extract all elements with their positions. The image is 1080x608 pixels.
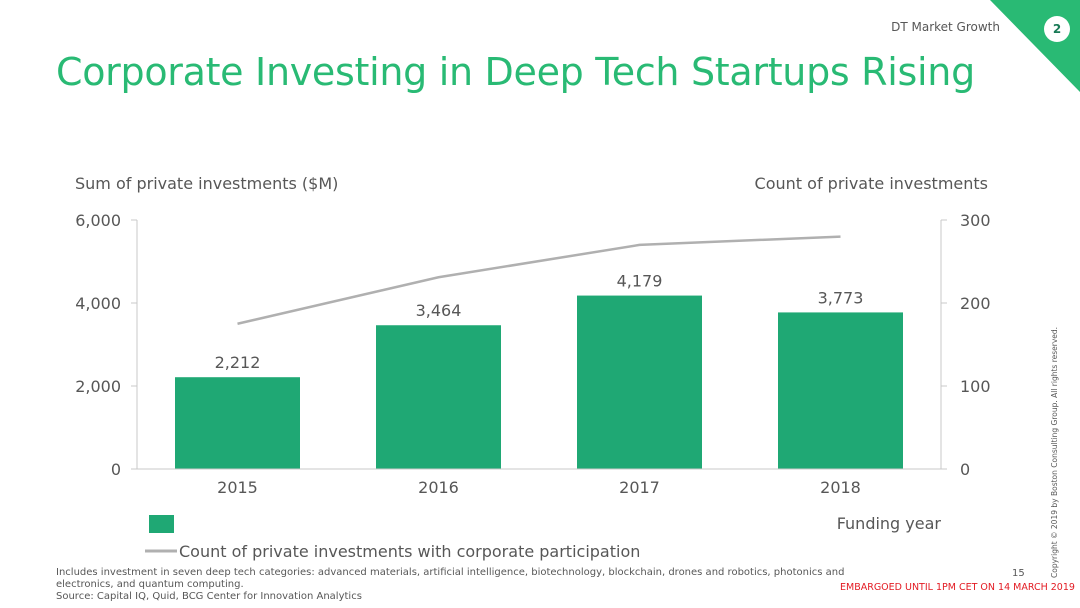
- bar-value-label: 3,773: [818, 288, 864, 307]
- bar-2015: [175, 377, 300, 469]
- footnote: Includes investment in seven deep tech c…: [56, 567, 856, 603]
- y-tick-label-right: 100: [960, 377, 991, 396]
- y-axis-title-right: Count of private investments: [755, 174, 988, 193]
- bar-value-label: 2,212: [215, 353, 261, 372]
- bar-value-label: 3,464: [416, 301, 462, 320]
- bar-2016: [376, 325, 501, 469]
- x-tick-label: 2016: [418, 478, 459, 497]
- footnote-note: Includes investment in seven deep tech c…: [56, 567, 845, 590]
- bar-2018: [778, 312, 903, 469]
- x-tick-label: 2017: [619, 478, 660, 497]
- y-tick-label-left: 4,000: [75, 294, 121, 313]
- bar-labels-group: 2,212 3,464 4,179 3,773: [215, 272, 864, 373]
- y-tick-label-right: 200: [960, 294, 991, 313]
- copyright-notice: Copyright © 2019 by Boston Consulting Gr…: [1050, 326, 1059, 578]
- y-tick-label-right: 300: [960, 211, 991, 230]
- y-tick-label-left: 0: [111, 460, 121, 479]
- bars-group: [175, 295, 903, 469]
- y-tick-label-left: 2,000: [75, 377, 121, 396]
- legend-bar-swatch: [149, 515, 174, 533]
- bar-2017: [577, 295, 702, 469]
- y-axis-title-left: Sum of private investments ($M): [75, 174, 338, 193]
- y-tick-label-left: 6,000: [75, 211, 121, 230]
- legend-line-label: Count of private investments with corpor…: [179, 542, 640, 561]
- y-ticks-left: 0 2,000 4,000 6,000: [75, 211, 137, 479]
- x-tick-label: 2015: [217, 478, 258, 497]
- line-group: [237, 235, 841, 325]
- x-tick-label: 2018: [820, 478, 861, 497]
- section-label: DT Market Growth: [891, 20, 1000, 34]
- slide-number: 15: [1012, 568, 1025, 579]
- page-title: Corporate Investing in Deep Tech Startup…: [56, 50, 975, 94]
- footnote-source: Source: Capital IQ, Quid, BCG Center for…: [56, 591, 362, 602]
- y-ticks-right: 0 100 200 300: [941, 211, 991, 479]
- series-line-corporate-count: [237, 235, 841, 325]
- x-ticks: 2015 2016 2017 2018: [217, 478, 861, 497]
- page-badge: 2: [1044, 16, 1070, 42]
- embargo-notice: EMBARGOED UNTIL 1PM CET ON 14 MARCH 2019: [840, 582, 1075, 593]
- x-axis-title: Funding year: [837, 514, 942, 533]
- bar-value-label: 4,179: [617, 272, 663, 291]
- y-tick-label-right: 0: [960, 460, 970, 479]
